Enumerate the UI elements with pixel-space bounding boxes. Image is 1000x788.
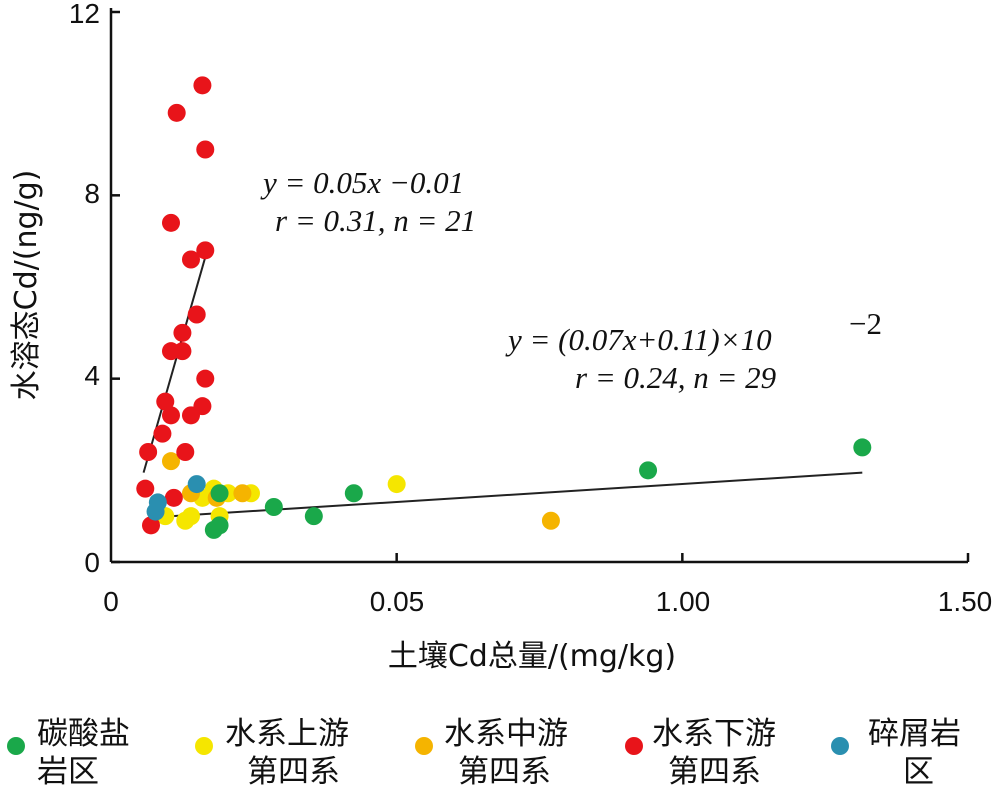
y-axis-title: 水溶态Cd/(ng/g) <box>9 170 44 401</box>
legend-label-carbonate-line2: 岩区 <box>37 754 99 788</box>
legend-marker-clastic <box>831 737 849 755</box>
point-downstream-15 <box>187 305 206 324</box>
x-tick-label-1.50: 1.50 <box>938 586 993 617</box>
point-downstream-16 <box>193 397 212 416</box>
point-upstream-8 <box>387 475 406 494</box>
point-downstream-5 <box>161 406 180 425</box>
point-downstream-17 <box>193 76 212 95</box>
x-tick-marks <box>395 553 970 562</box>
legend-label-downstream-line1: 水系下游 <box>652 716 776 752</box>
point-downstream-7 <box>161 213 180 232</box>
point-downstream-2 <box>141 516 160 535</box>
data-points <box>136 76 872 539</box>
fit-line-all <box>156 471 863 519</box>
point-carbonate-1 <box>210 516 229 535</box>
fit-equation-2-exponent: −2 <box>849 306 882 341</box>
fit-equation-2: y = (0.07x+0.11)×10 <box>505 322 772 357</box>
point-downstream-10 <box>173 342 192 361</box>
point-downstream-19 <box>196 241 215 260</box>
legend-marker-downstream <box>625 737 643 755</box>
x-tick-label-1.00: 1.00 <box>656 586 711 617</box>
fit-stats-1: r = 0.31, n = 21 <box>275 203 476 238</box>
y-tick-label-8: 8 <box>84 178 100 209</box>
legend-marker-midstream <box>415 737 433 755</box>
x-axis-title: 土壤Cd总量/(mg/kg) <box>388 639 676 674</box>
fit-stats-2: r = 0.24, n = 29 <box>575 360 776 395</box>
legend-label-upstream-line1: 水系上游 <box>225 716 349 752</box>
legend-label-clastic-line2: 区 <box>903 754 934 788</box>
point-carbonate-2 <box>210 484 229 503</box>
y-tick-label-0: 0 <box>84 547 100 578</box>
legend-label-carbonate-line1: 碳酸盐 <box>37 716 130 752</box>
legend-marker-carbonate <box>7 737 25 755</box>
point-clastic-2 <box>187 475 206 494</box>
point-downstream-1 <box>139 443 158 461</box>
point-upstream-2 <box>181 507 200 526</box>
y-tick-label-4: 4 <box>84 360 100 391</box>
legend-label-upstream-line2: 第四系 <box>247 754 340 788</box>
legend-label-midstream-line1: 水系中游 <box>444 716 568 752</box>
fit-line-lower-reach <box>142 256 207 473</box>
y-tick-marks <box>111 10 120 564</box>
point-midstream-0 <box>161 452 180 471</box>
point-downstream-14 <box>181 250 200 269</box>
point-carbonate-4 <box>304 507 323 526</box>
point-carbonate-3 <box>264 498 283 516</box>
point-carbonate-5 <box>344 484 363 503</box>
point-downstream-20 <box>196 140 215 159</box>
point-downstream-11 <box>173 323 192 342</box>
point-downstream-12 <box>176 443 195 461</box>
legend-label-downstream-line2: 第四系 <box>668 754 761 788</box>
point-midstream-4 <box>541 511 560 530</box>
point-downstream-3 <box>153 424 172 443</box>
point-clastic-1 <box>148 493 167 512</box>
legend-marker-upstream <box>195 737 213 755</box>
y-tick-label-12: 12 <box>69 0 100 29</box>
legend-label-clastic-line1: 碎屑岩 <box>868 716 961 752</box>
fit-equation-1: y = 0.05x −0.01 <box>260 165 464 200</box>
point-downstream-8 <box>164 488 183 507</box>
point-carbonate-6 <box>639 461 658 480</box>
legend: 碳酸盐 岩区 水系上游 第四系 水系中游 第四系 水系下游 第四系 碎屑岩 区 <box>7 716 961 788</box>
point-carbonate-7 <box>853 438 872 457</box>
point-midstream-3 <box>233 484 252 503</box>
point-downstream-9 <box>167 103 186 122</box>
x-tick-label-0: 0 <box>103 586 119 617</box>
point-downstream-0 <box>136 479 155 498</box>
point-downstream-18 <box>196 369 215 388</box>
x-tick-label-0.05: 0.05 <box>370 586 425 617</box>
point-downstream-4 <box>156 392 175 411</box>
legend-label-midstream-line2: 第四系 <box>458 754 551 788</box>
